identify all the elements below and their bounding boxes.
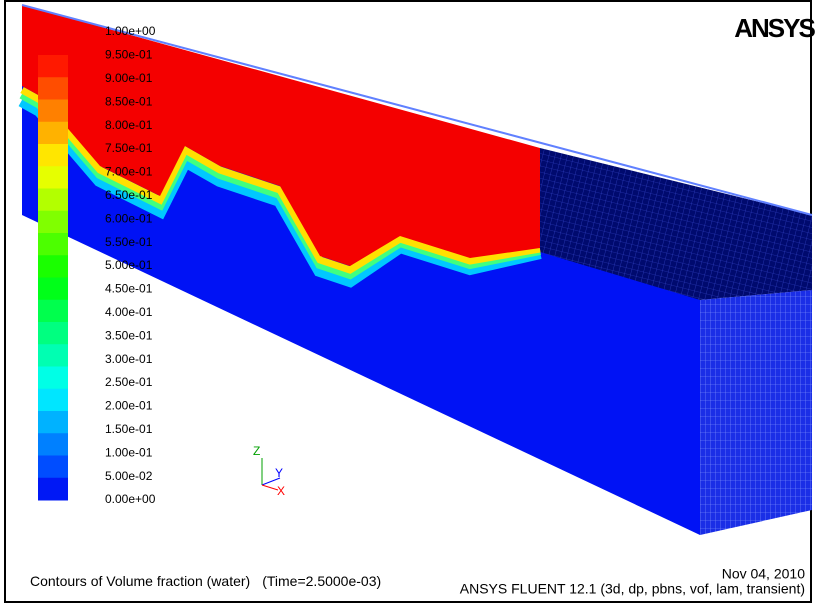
- legend-swatch: [38, 411, 68, 434]
- z-label: Z: [253, 444, 260, 458]
- footer-title: Contours of Volume fraction (water) (Time…: [30, 573, 381, 589]
- date: Nov 04, 2010: [722, 566, 805, 582]
- legend-label: 7.50e-01: [105, 141, 153, 155]
- x-label: X: [277, 484, 285, 498]
- legend-label: 4.00e-01: [105, 305, 153, 319]
- legend-label: 9.00e-01: [105, 71, 153, 85]
- legend-label: 3.00e-01: [105, 352, 153, 366]
- legend-label: 6.00e-01: [105, 211, 153, 225]
- legend-label: 6.50e-01: [105, 188, 153, 202]
- legend-swatch: [38, 233, 68, 256]
- logo: ANSYS: [734, 13, 815, 43]
- legend-label: 0.00e+00: [105, 492, 156, 506]
- legend-swatch: [38, 99, 68, 123]
- mesh-top: [540, 148, 812, 300]
- legend-swatch: [38, 299, 68, 323]
- legend-swatch: [38, 344, 68, 367]
- legend-label: 1.00e+00: [105, 24, 156, 38]
- legend-swatch: [38, 55, 68, 78]
- legend-label: 8.50e-01: [105, 94, 153, 108]
- top-edge: [21, 4, 813, 216]
- mesh-side: [700, 290, 812, 535]
- legend-label: 5.00e-02: [105, 469, 153, 483]
- legend-swatch: [38, 166, 68, 189]
- legend-swatch: [38, 210, 68, 234]
- legend-swatch: [38, 255, 68, 278]
- x-axis: [261, 484, 279, 491]
- legend-swatch: [38, 277, 68, 301]
- y-axis: [261, 477, 281, 486]
- legend-label: 4.50e-01: [105, 282, 153, 296]
- legend-label: 9.50e-01: [105, 48, 153, 62]
- legend-swatch: [38, 77, 68, 100]
- legend-label: 8.00e-01: [105, 118, 153, 132]
- legend-label: 7.00e-01: [105, 165, 153, 179]
- axis-triad: Z Y X: [253, 444, 285, 498]
- air-region: [22, 5, 540, 266]
- software: ANSYS FLUENT 12.1 (3d, dp, pbns, vof, la…: [460, 581, 805, 597]
- legend-swatch: [38, 121, 68, 145]
- legend-swatch: [38, 188, 68, 212]
- legend-swatch: [38, 144, 68, 167]
- legend-label: 5.50e-01: [105, 235, 153, 249]
- legend-label: 5.00e-01: [105, 258, 153, 272]
- logo-box: [738, 8, 810, 48]
- legend-swatch: [38, 477, 68, 501]
- legend-swatch: [38, 322, 68, 345]
- contour-title: Contours of Volume fraction (water): [30, 573, 250, 589]
- legend-swatch: [38, 433, 68, 456]
- legend: 1.00e+00 9.50e-01 9.00e-01 8.50e-01 8.00e-01…: [38, 24, 156, 506]
- legend-label: 1.00e-01: [105, 445, 153, 459]
- time: (Time=2.5000e-03): [262, 573, 381, 589]
- legend-label: 2.00e-01: [105, 399, 153, 413]
- y-label: Y: [275, 466, 283, 480]
- legend-label: 2.50e-01: [105, 375, 153, 389]
- legend-label: 3.50e-01: [105, 328, 153, 342]
- legend-swatch: [38, 388, 68, 412]
- legend-label: 1.50e-01: [105, 422, 153, 436]
- legend-swatch: [38, 455, 68, 479]
- legend-swatch: [38, 366, 68, 390]
- interface-band: [20, 86, 541, 274]
